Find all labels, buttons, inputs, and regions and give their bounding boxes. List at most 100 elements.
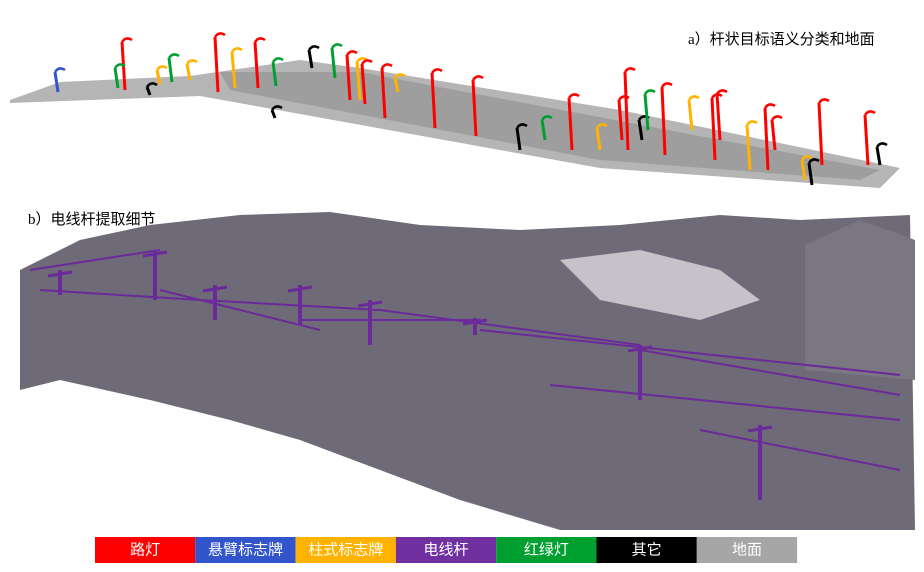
pole-arm — [393, 73, 406, 79]
pole-arm — [120, 37, 133, 43]
pole — [345, 54, 352, 101]
pole-arm — [271, 57, 284, 63]
pole-arm — [540, 115, 553, 121]
pole-arm — [155, 65, 168, 71]
pole — [800, 159, 807, 181]
crossarm — [357, 300, 383, 308]
pole — [360, 63, 367, 105]
pole — [307, 49, 314, 69]
legend: 路灯 悬臂标志牌 柱式标志牌 电线杆 红绿灯 其它 地面 — [95, 537, 798, 563]
pole — [270, 109, 277, 119]
crossarm — [747, 425, 773, 433]
crossarm — [627, 345, 653, 353]
pole — [617, 99, 624, 141]
pole — [271, 61, 278, 87]
pole — [430, 72, 437, 129]
pole — [515, 127, 522, 151]
legend-swatch — [95, 537, 196, 563]
power-line — [479, 329, 901, 376]
panel-a-caption: a）杆状目标语义分类和地面 — [688, 31, 875, 48]
pole — [863, 114, 870, 166]
power-line — [29, 249, 161, 271]
pole-arm — [863, 110, 876, 116]
pole — [540, 119, 547, 141]
pole-arm — [145, 82, 158, 88]
legend-label: 路灯 — [130, 541, 160, 558]
pole-arm — [623, 67, 636, 73]
pole-arm — [113, 63, 126, 69]
pole — [567, 97, 574, 151]
pole-group — [53, 32, 888, 186]
crossarm — [47, 270, 73, 278]
pole — [185, 63, 192, 81]
pole-arm — [875, 142, 888, 148]
pole-arm — [253, 37, 266, 43]
legend-swatch — [195, 537, 296, 563]
pole — [687, 99, 694, 131]
pole — [770, 119, 777, 151]
pole — [745, 124, 752, 171]
scene-cloud-light — [20, 390, 460, 530]
pole — [715, 93, 722, 141]
pole-arm — [745, 120, 758, 126]
pole-arm — [817, 98, 830, 104]
scene-cloud-light — [560, 250, 760, 320]
legend-swatch — [496, 537, 597, 563]
power-line — [199, 299, 381, 311]
pole-arm — [800, 155, 813, 161]
pole-arm — [330, 43, 343, 49]
pole-arm — [763, 103, 776, 109]
legend-label: 地面 — [732, 541, 762, 558]
legend-label: 红绿灯 — [524, 541, 569, 558]
pole — [763, 107, 770, 171]
pole — [113, 67, 120, 89]
pole — [53, 71, 60, 93]
power-line — [39, 289, 201, 301]
pole-arm — [307, 45, 320, 51]
pole-arm — [617, 95, 630, 101]
power-line — [549, 384, 901, 421]
pole-arm — [515, 123, 528, 129]
pole — [355, 61, 362, 101]
pole — [875, 146, 882, 166]
pole-arm — [345, 50, 358, 56]
panel-b-caption: b）电线杆提取细节 — [28, 211, 156, 228]
pole — [155, 69, 162, 85]
legend-swatch — [696, 537, 798, 563]
pole — [595, 127, 602, 151]
pole — [817, 102, 824, 166]
pole — [807, 162, 814, 186]
legend-label: 电线杆 — [424, 541, 469, 558]
pole-arm — [471, 75, 484, 81]
crossarm — [462, 318, 488, 326]
legend-label: 柱式标志牌 — [308, 541, 383, 558]
legend-label: 悬臂标志牌 — [208, 541, 283, 558]
pole — [167, 57, 174, 83]
pole-arm — [53, 67, 66, 73]
pole — [230, 51, 237, 89]
building-cloud — [805, 220, 915, 380]
pole-arm — [380, 63, 393, 69]
pole-arm — [770, 115, 783, 121]
ground-cloud-dark — [220, 72, 880, 180]
pole-arm — [715, 89, 728, 95]
pole — [637, 119, 644, 141]
pole — [623, 71, 630, 151]
legend-swatch — [596, 537, 697, 563]
pole — [643, 93, 650, 131]
pole — [380, 67, 387, 119]
legend-swatch — [395, 537, 497, 563]
pole — [471, 79, 478, 137]
legend-swatch — [295, 537, 396, 563]
pole-arm — [230, 47, 243, 53]
pole-arm — [595, 123, 608, 129]
wire-group — [29, 249, 901, 500]
pole-arm — [807, 158, 820, 164]
power-line — [699, 429, 901, 471]
pole-arm — [643, 89, 656, 95]
pole — [393, 77, 400, 93]
pole-arm — [213, 32, 226, 38]
pole — [213, 36, 220, 93]
pole-arm — [660, 82, 673, 88]
